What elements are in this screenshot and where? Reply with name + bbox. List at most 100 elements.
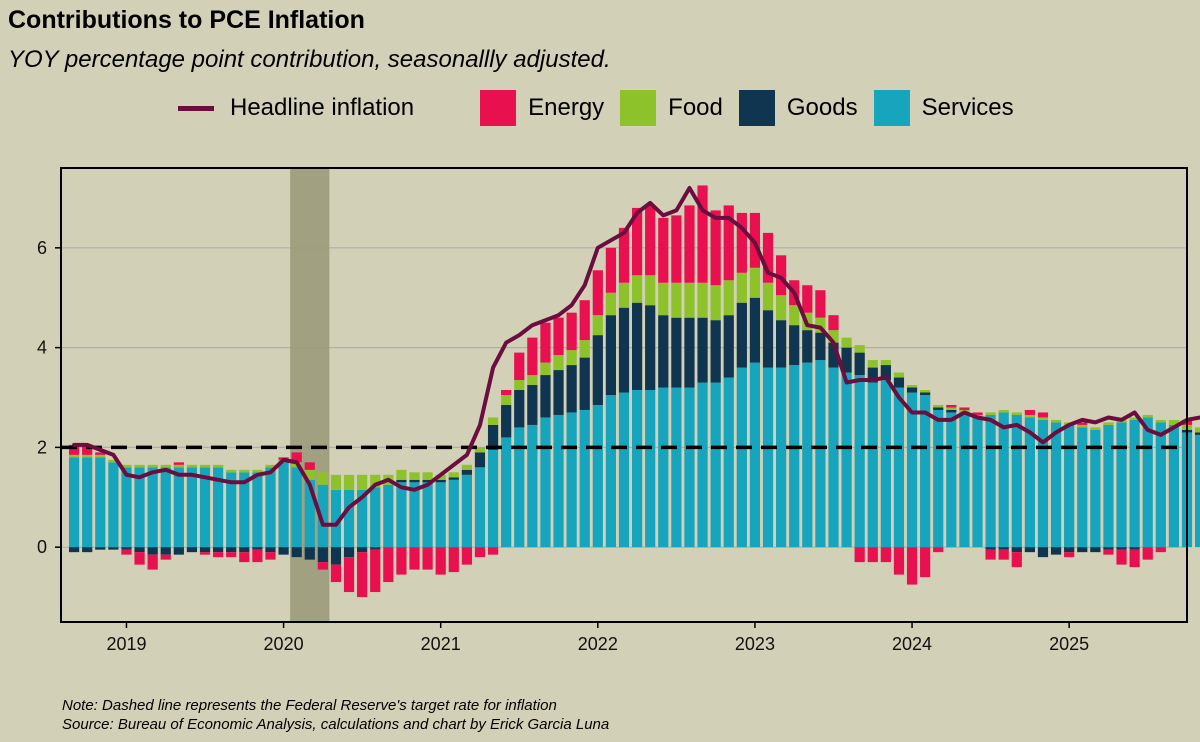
bar-energy xyxy=(645,205,656,276)
bar-goods xyxy=(199,547,211,553)
bar-services xyxy=(920,395,931,548)
bar-services xyxy=(1103,424,1114,548)
y-tick-label: 0 xyxy=(37,537,47,557)
bar-goods xyxy=(789,325,800,366)
bar-food xyxy=(160,464,171,468)
legend-item-goods: Goods xyxy=(738,90,858,126)
y-tick-label: 6 xyxy=(37,238,47,258)
bar-food xyxy=(710,285,721,321)
bar-goods xyxy=(566,365,577,413)
bar-services xyxy=(972,417,983,548)
legend-label-services: Services xyxy=(921,94,1014,121)
bar-services xyxy=(893,387,905,548)
bar-goods xyxy=(501,404,512,438)
bar-energy xyxy=(658,217,669,283)
bar-goods xyxy=(540,375,551,418)
bar-goods xyxy=(291,547,302,558)
bar-services xyxy=(514,427,525,548)
bar-energy xyxy=(422,547,433,570)
bar-food xyxy=(435,474,446,480)
bar-food xyxy=(448,472,459,478)
bar-food xyxy=(553,355,564,371)
bar-energy xyxy=(134,552,145,565)
bar-services xyxy=(1090,429,1101,548)
bar-energy xyxy=(1024,409,1035,415)
bar-goods xyxy=(239,547,250,553)
chart-title: Contributions to PCE Inflation xyxy=(8,6,365,34)
bar-energy xyxy=(671,215,682,283)
bar-goods xyxy=(710,320,721,383)
bar-services xyxy=(933,409,944,548)
bar-energy xyxy=(697,185,708,283)
headline-inflation-line xyxy=(72,186,1200,527)
bar-energy xyxy=(867,547,878,563)
x-tick-label: 2020 xyxy=(264,634,304,654)
bar-energy xyxy=(1011,552,1022,568)
bar-services xyxy=(252,472,263,548)
bar-services xyxy=(762,367,774,548)
bar-food xyxy=(815,317,826,333)
bar-food xyxy=(605,292,617,316)
bar-energy xyxy=(317,562,328,570)
bar-energy xyxy=(723,205,734,281)
bar-goods xyxy=(1077,547,1088,553)
bar-goods xyxy=(370,547,381,550)
bar-energy xyxy=(1064,552,1075,558)
bar-goods xyxy=(173,547,184,555)
bar-energy xyxy=(906,547,918,585)
x-tick-label: 2019 xyxy=(106,634,146,654)
bar-services xyxy=(383,484,394,548)
bar-goods xyxy=(880,365,891,381)
bar-food xyxy=(1142,414,1153,418)
bar-food xyxy=(906,385,918,388)
bar-food xyxy=(147,464,158,468)
bar-goods xyxy=(448,477,459,480)
bar-food xyxy=(134,464,145,468)
bar-services xyxy=(684,387,695,548)
headline-line xyxy=(72,186,1200,527)
bar-food xyxy=(933,404,944,408)
bar-goods xyxy=(605,315,617,395)
bar-food xyxy=(828,330,839,343)
bar-energy xyxy=(265,552,276,560)
bar-services xyxy=(173,467,184,548)
bar-services xyxy=(343,489,355,548)
y-tick-label: 2 xyxy=(37,437,47,457)
source-text: Source: Bureau of Economic Analysis, cal… xyxy=(62,716,610,733)
bar-services xyxy=(854,375,865,548)
bar-energy xyxy=(972,412,983,415)
bar-services xyxy=(121,467,132,548)
bar-goods xyxy=(422,479,433,483)
bar-services xyxy=(199,467,211,548)
bar-services xyxy=(370,487,381,548)
bar-food xyxy=(880,360,891,366)
bar-energy xyxy=(762,232,774,283)
bar-goods xyxy=(631,302,643,391)
bar-goods xyxy=(357,547,368,553)
bar-services xyxy=(1129,419,1140,548)
bar-services xyxy=(645,390,656,548)
bar-food xyxy=(658,282,669,316)
bar-services xyxy=(186,467,198,548)
bar-services xyxy=(1155,422,1166,548)
bar-goods xyxy=(343,547,355,558)
bar-food xyxy=(1168,419,1180,425)
bar-energy xyxy=(304,462,315,470)
bar-services xyxy=(959,412,970,548)
chart-subtitle: YOY percentage point contribution, seaso… xyxy=(8,46,611,73)
x-tick-label: 2023 xyxy=(735,634,775,654)
bar-energy xyxy=(330,564,342,583)
legend-swatch-energy xyxy=(480,90,517,126)
legend-item-services: Services xyxy=(873,90,1014,126)
legend-swatch-goods xyxy=(738,90,775,126)
bar-food xyxy=(173,464,184,468)
bar-energy xyxy=(435,547,446,575)
bar-food xyxy=(265,464,276,468)
bar-food xyxy=(317,472,328,485)
bar-services xyxy=(540,417,551,548)
plot-frame xyxy=(60,167,1188,623)
bar-food xyxy=(776,295,787,321)
bar-goods xyxy=(867,367,878,383)
bar-energy xyxy=(553,317,564,356)
bar-services xyxy=(841,372,852,548)
